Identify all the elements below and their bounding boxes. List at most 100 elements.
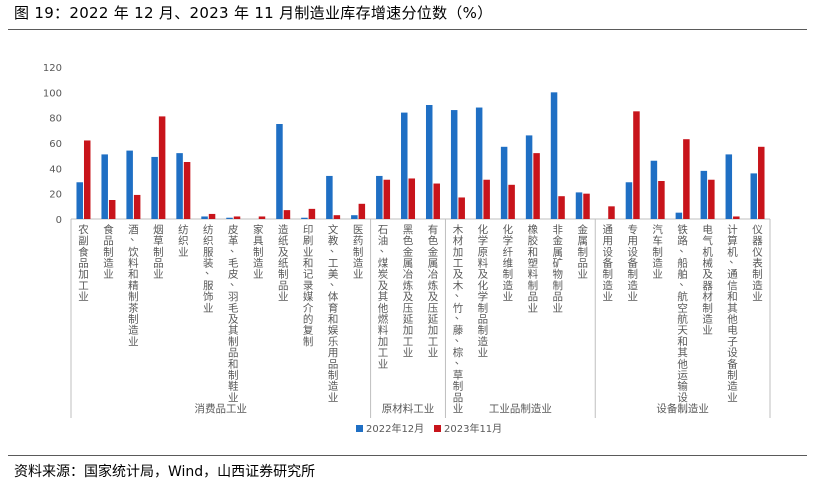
svg-text:输: 输 <box>677 380 688 393</box>
svg-text:和: 和 <box>128 269 139 281</box>
bar-2023-11 <box>283 210 291 219</box>
bar-2022-12 <box>450 110 458 219</box>
svg-text:冶: 冶 <box>428 268 439 281</box>
svg-text:记: 记 <box>303 269 314 281</box>
bar-2023-11 <box>458 197 465 219</box>
svg-text:加: 加 <box>428 325 439 337</box>
svg-text:工: 工 <box>78 280 89 292</box>
svg-text:表: 表 <box>752 257 763 270</box>
bar-2023-11 <box>658 181 665 219</box>
svg-text:造: 造 <box>752 279 763 292</box>
svg-text:天: 天 <box>677 325 688 337</box>
svg-text:非: 非 <box>553 224 564 236</box>
svg-text:金: 金 <box>403 245 414 258</box>
svg-text:业: 业 <box>702 325 713 337</box>
svg-text:胶: 胶 <box>528 234 539 247</box>
svg-text:鞋: 鞋 <box>228 380 239 393</box>
svg-text:食: 食 <box>103 223 114 236</box>
bar-2023-11 <box>358 203 366 219</box>
svg-text:其: 其 <box>378 291 389 303</box>
bar-2022-12 <box>376 175 383 219</box>
x-category-label: 纺织业 <box>178 223 189 258</box>
svg-text:制: 制 <box>303 335 314 348</box>
svg-text:制: 制 <box>702 301 713 314</box>
svg-text:料: 料 <box>378 324 389 337</box>
svg-text:媒: 媒 <box>303 290 314 303</box>
svg-text:化: 化 <box>478 223 489 236</box>
svg-text:他: 他 <box>378 301 389 314</box>
source-note: 资料来源：国家统计局，Wind，山西证券研究所 <box>14 464 316 480</box>
y-tick-label: 20 <box>49 190 62 201</box>
svg-text:业: 业 <box>478 347 489 359</box>
svg-text:业: 业 <box>752 291 763 303</box>
bar-2022-12 <box>550 92 558 219</box>
svg-text:空: 空 <box>677 301 688 314</box>
svg-text:工: 工 <box>428 336 439 348</box>
svg-text:制: 制 <box>602 268 613 281</box>
svg-text:茶: 茶 <box>128 301 139 314</box>
svg-text:刷: 刷 <box>303 234 314 247</box>
svg-text:制: 制 <box>453 380 464 393</box>
svg-text:业: 业 <box>203 302 214 314</box>
bar-2022-12 <box>575 192 583 219</box>
svg-text:美: 美 <box>328 268 339 281</box>
svg-text:副: 副 <box>78 235 89 247</box>
bar-2022-12 <box>401 112 408 219</box>
svg-text:航: 航 <box>677 313 688 326</box>
svg-text:木: 木 <box>453 224 464 236</box>
bar-2022-12 <box>176 153 183 219</box>
svg-text:他: 他 <box>727 313 738 326</box>
svg-text:织: 织 <box>178 235 189 247</box>
svg-text:制: 制 <box>752 268 763 281</box>
svg-text:木: 木 <box>453 280 464 292</box>
bar-2022-12 <box>475 107 483 219</box>
svg-text:料: 料 <box>128 257 139 270</box>
svg-text:乐: 乐 <box>328 336 339 348</box>
svg-text:、: 、 <box>230 276 241 288</box>
bar-2023-11 <box>558 196 565 219</box>
bar-2022-12 <box>276 124 283 219</box>
svg-text:业: 业 <box>128 336 139 348</box>
svg-text:品: 品 <box>528 291 539 303</box>
svg-text:的: 的 <box>303 313 314 326</box>
group-label: 工业品制造业 <box>489 402 552 415</box>
svg-text:酒: 酒 <box>128 223 139 236</box>
svg-text:算: 算 <box>727 234 738 247</box>
x-category-label: 铁路、船舶、航空航天和其他运输设… <box>677 223 690 415</box>
svg-text:纸: 纸 <box>278 257 289 270</box>
svg-text:航: 航 <box>677 290 688 303</box>
svg-text:属: 属 <box>578 235 589 247</box>
svg-text:品: 品 <box>103 235 114 247</box>
svg-text:业: 业 <box>353 269 364 281</box>
svg-text:造: 造 <box>727 380 738 393</box>
svg-text:冶: 冶 <box>403 268 414 281</box>
svg-text:制: 制 <box>278 268 289 281</box>
bar-2023-11 <box>133 194 141 219</box>
svg-text:橡: 橡 <box>528 223 539 236</box>
svg-text:业: 业 <box>727 392 738 404</box>
svg-text:造: 造 <box>353 257 364 270</box>
svg-text:造: 造 <box>253 257 264 270</box>
svg-text:学: 学 <box>478 290 489 303</box>
svg-text:竹: 竹 <box>453 301 464 314</box>
svg-text:、: 、 <box>205 265 216 277</box>
bar-2023-11 <box>233 216 241 219</box>
svg-text:、: 、 <box>455 310 466 322</box>
svg-text:及: 及 <box>702 269 713 281</box>
svg-text:品: 品 <box>478 314 489 326</box>
svg-text:家: 家 <box>253 223 264 236</box>
svg-text:业: 业 <box>78 291 89 303</box>
svg-text:器: 器 <box>752 235 763 247</box>
svg-text:用: 用 <box>627 235 638 247</box>
bar-2023-11 <box>608 206 615 219</box>
legend-swatch-2022-12 <box>356 425 363 432</box>
svg-text:纸: 纸 <box>278 234 289 247</box>
svg-text:备: 备 <box>627 257 638 270</box>
svg-text:通: 通 <box>727 269 738 281</box>
